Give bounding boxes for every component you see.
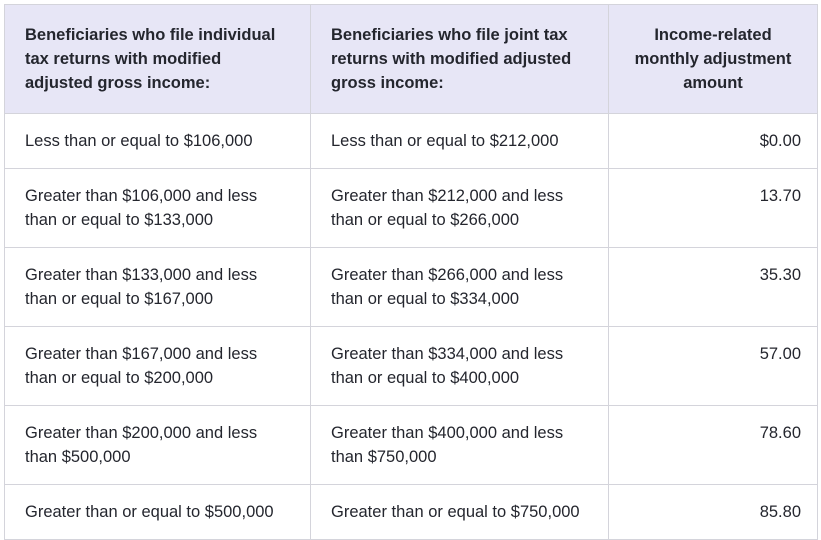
column-header-adjustment-amount: Income-related monthly adjustment amount [608,4,818,114]
cell-individual-income: Greater than $106,000 and less than or e… [4,168,311,248]
cell-individual-income: Greater than $200,000 and less than $500… [4,405,311,485]
header-row: Beneficiaries who file individual tax re… [4,4,818,114]
irmaa-table: Beneficiaries who file individual tax re… [4,4,818,540]
cell-individual-income: Greater than or equal to $500,000 [4,484,311,540]
cell-adjustment-amount: 78.60 [608,405,818,485]
cell-adjustment-amount: 85.80 [608,484,818,540]
cell-individual-income: Less than or equal to $106,000 [4,113,311,169]
cell-joint-income: Greater than or equal to $750,000 [310,484,609,540]
cell-adjustment-amount: 57.00 [608,326,818,406]
table-row: Greater than $133,000 and less than or e… [4,247,818,327]
cell-individual-income: Greater than $133,000 and less than or e… [4,247,311,327]
table-row: Greater than $200,000 and less than $500… [4,405,818,485]
cell-joint-income: Greater than $334,000 and less than or e… [310,326,609,406]
table-row: Greater than $106,000 and less than or e… [4,168,818,248]
cell-adjustment-amount: 13.70 [608,168,818,248]
table-row: Greater than $167,000 and less than or e… [4,326,818,406]
table-row: Less than or equal to $106,000 Less than… [4,113,818,169]
table-row: Greater than or equal to $500,000 Greate… [4,484,818,540]
table-header: Beneficiaries who file individual tax re… [4,4,818,114]
cell-joint-income: Greater than $266,000 and less than or e… [310,247,609,327]
cell-adjustment-amount: 35.30 [608,247,818,327]
cell-joint-income: Greater than $212,000 and less than or e… [310,168,609,248]
cell-joint-income: Less than or equal to $212,000 [310,113,609,169]
table-body: Less than or equal to $106,000 Less than… [4,113,818,540]
cell-individual-income: Greater than $167,000 and less than or e… [4,326,311,406]
column-header-individual-income: Beneficiaries who file individual tax re… [4,4,311,114]
cell-joint-income: Greater than $400,000 and less than $750… [310,405,609,485]
cell-adjustment-amount: $0.00 [608,113,818,169]
column-header-joint-income: Beneficiaries who file joint tax returns… [310,4,609,114]
